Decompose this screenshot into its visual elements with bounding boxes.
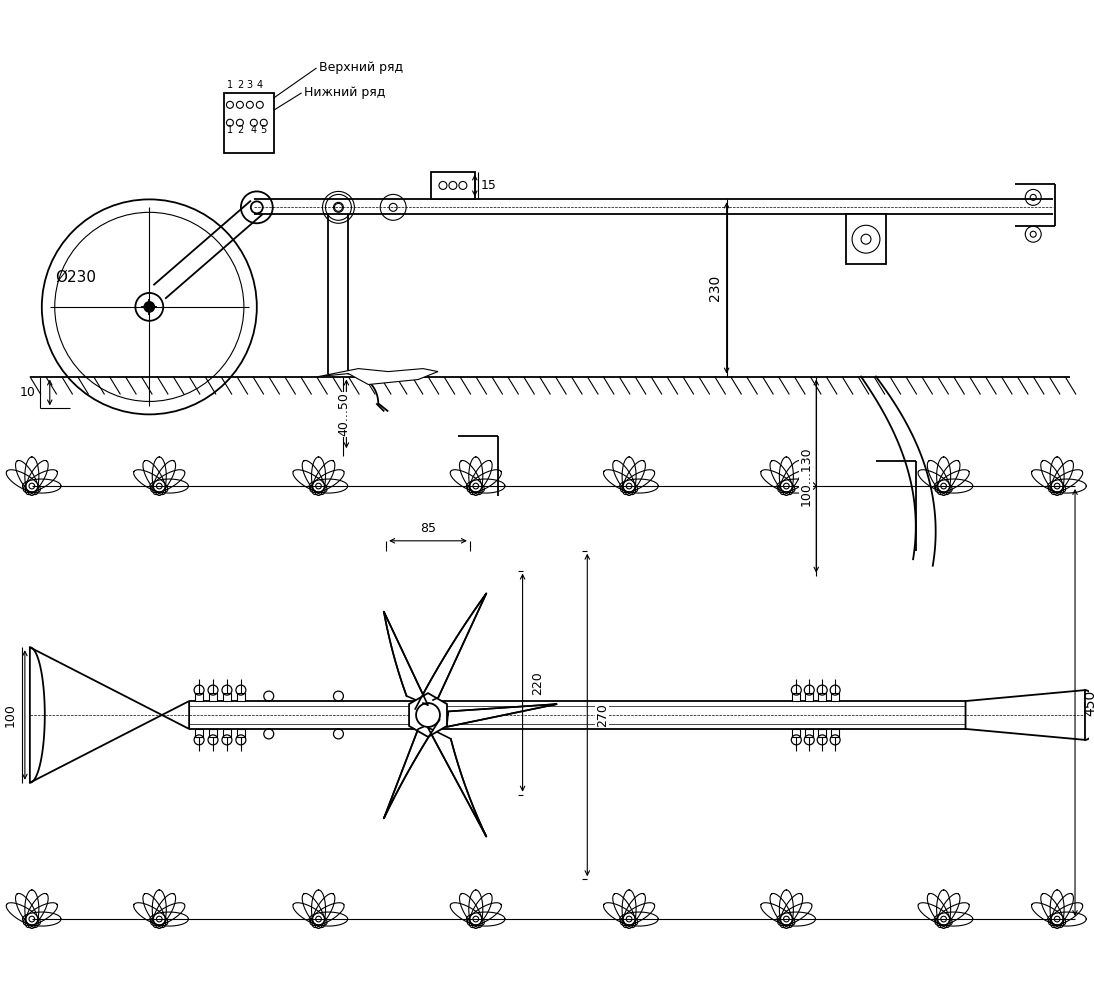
- Polygon shape: [428, 727, 487, 837]
- Bar: [831, 729, 839, 737]
- Polygon shape: [409, 693, 447, 737]
- Text: Ø230: Ø230: [55, 270, 96, 285]
- Text: 230: 230: [708, 275, 722, 301]
- Circle shape: [144, 302, 154, 312]
- Polygon shape: [384, 720, 440, 819]
- Text: 270: 270: [596, 703, 608, 727]
- Bar: [224, 93, 274, 152]
- Text: Верхний ряд: Верхний ряд: [318, 62, 403, 75]
- Bar: [792, 729, 801, 737]
- Polygon shape: [966, 690, 1085, 740]
- Bar: [818, 693, 826, 701]
- Polygon shape: [416, 594, 487, 709]
- Text: 5: 5: [260, 124, 267, 134]
- Polygon shape: [318, 369, 438, 384]
- Bar: [805, 693, 813, 701]
- Bar: [195, 729, 203, 737]
- Text: 100: 100: [3, 703, 16, 727]
- Text: 220: 220: [531, 671, 544, 695]
- Text: 450: 450: [1083, 689, 1094, 716]
- Bar: [209, 729, 217, 737]
- Polygon shape: [30, 647, 189, 783]
- Bar: [431, 171, 475, 199]
- Polygon shape: [384, 612, 428, 705]
- Bar: [209, 693, 217, 701]
- Bar: [818, 729, 826, 737]
- Text: 85: 85: [420, 522, 437, 536]
- Bar: [223, 729, 231, 737]
- Bar: [237, 693, 245, 701]
- Text: 2: 2: [236, 124, 243, 134]
- Text: 100...130: 100...130: [800, 446, 813, 506]
- Text: 4: 4: [251, 124, 257, 134]
- Text: 1: 1: [226, 80, 233, 90]
- Bar: [237, 729, 245, 737]
- Text: 3: 3: [247, 80, 253, 90]
- Bar: [792, 693, 801, 701]
- Bar: [223, 693, 231, 701]
- Bar: [805, 729, 813, 737]
- Bar: [831, 693, 839, 701]
- Text: 1: 1: [226, 124, 233, 134]
- Polygon shape: [446, 704, 557, 727]
- Text: 4: 4: [257, 80, 263, 90]
- Text: 40...50: 40...50: [337, 392, 350, 436]
- Text: 10: 10: [20, 386, 36, 399]
- Bar: [846, 214, 886, 264]
- Text: 15: 15: [480, 179, 497, 192]
- Text: Нижний ряд: Нижний ряд: [304, 87, 385, 100]
- Text: 2: 2: [236, 80, 243, 90]
- Bar: [195, 693, 203, 701]
